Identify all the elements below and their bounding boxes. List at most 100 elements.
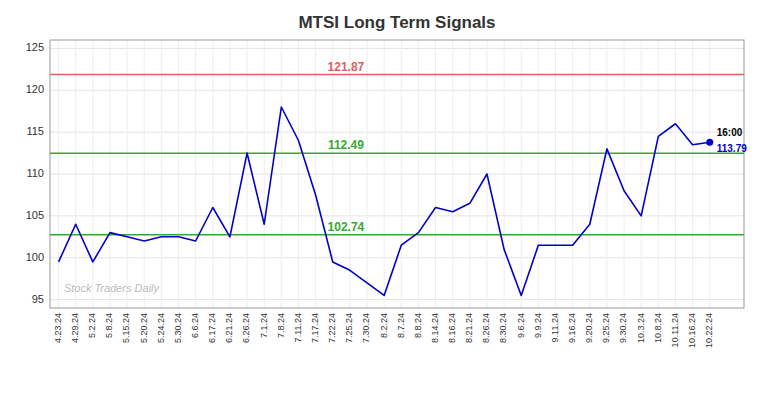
grid-line bbox=[127, 40, 128, 308]
x-tick-label: 7.17.24 bbox=[310, 313, 320, 343]
level-line bbox=[50, 234, 744, 236]
x-tick-label: 5.8.24 bbox=[104, 313, 114, 338]
grid-line bbox=[50, 90, 744, 91]
grid-line bbox=[572, 40, 573, 308]
grid-line bbox=[675, 40, 676, 308]
level-label: 121.87 bbox=[328, 60, 365, 74]
grid-line bbox=[538, 40, 539, 308]
x-tick-label: 7.30.24 bbox=[361, 313, 371, 343]
x-tick-label: 7.1.24 bbox=[259, 313, 269, 338]
x-tick-label: 6.26.24 bbox=[241, 313, 251, 343]
grid-line bbox=[401, 40, 402, 308]
y-tick-label: 95 bbox=[32, 293, 44, 305]
level-label: 102.74 bbox=[328, 220, 365, 234]
grid-line bbox=[624, 40, 625, 308]
x-tick-label: 7.11.24 bbox=[293, 313, 303, 342]
x-tick-label: 6.21.24 bbox=[224, 313, 234, 343]
x-tick-label: 9.16.24 bbox=[567, 313, 577, 343]
grid-line bbox=[50, 48, 744, 49]
x-tick-label: 8.14.24 bbox=[430, 313, 440, 343]
x-tick-label: 10.11.24 bbox=[670, 313, 680, 347]
grid-line bbox=[50, 299, 744, 300]
grid-line bbox=[247, 40, 248, 308]
x-tick-label: 8.26.24 bbox=[481, 313, 491, 343]
plot-frame bbox=[50, 40, 744, 308]
x-tick-label: 8.7.24 bbox=[396, 313, 406, 338]
level-line bbox=[50, 152, 744, 154]
y-tick-label: 100 bbox=[26, 251, 44, 263]
x-tick-label: 4.29.24 bbox=[70, 313, 80, 343]
x-tick-label: 9.30.24 bbox=[618, 313, 628, 343]
grid-line bbox=[641, 40, 642, 308]
x-tick-label: 8.16.24 bbox=[447, 313, 457, 343]
grid-line bbox=[144, 40, 145, 308]
grid-line bbox=[435, 40, 436, 308]
grid-line bbox=[504, 40, 505, 308]
x-tick-label: 7.25.24 bbox=[344, 313, 354, 343]
grid-line bbox=[298, 40, 299, 308]
annotations: 121.87112.49102.7416:00113.79 bbox=[328, 60, 748, 234]
y-tick-label: 120 bbox=[26, 83, 44, 95]
x-tick-label: 10.3.24 bbox=[636, 313, 646, 343]
grid-line bbox=[50, 174, 744, 175]
x-tick-label: 4.23.24 bbox=[53, 313, 63, 343]
x-tick-label: 9.6.24 bbox=[516, 313, 526, 338]
y-tick-label: 110 bbox=[26, 167, 44, 179]
x-tick-label: 10.16.24 bbox=[687, 313, 697, 348]
end-value: 113.79 bbox=[717, 143, 747, 154]
grid-line bbox=[195, 40, 196, 308]
grid-line bbox=[367, 40, 368, 308]
grid-line bbox=[658, 40, 659, 308]
grid-line bbox=[315, 40, 316, 308]
grid-line bbox=[264, 40, 265, 308]
x-tick-label: 5.24.24 bbox=[156, 313, 166, 343]
grid-line bbox=[109, 40, 110, 308]
x-tick-label: 8.8.24 bbox=[413, 313, 423, 338]
grid-line bbox=[178, 40, 179, 308]
grid-line bbox=[418, 40, 419, 308]
grid-line bbox=[606, 40, 607, 308]
x-tick-label: 9.11.24 bbox=[550, 313, 560, 342]
x-tick-label: 8.30.24 bbox=[498, 313, 508, 343]
x-tick-label: 7.8.24 bbox=[276, 313, 286, 338]
chart: Stock Traders Daily 95 100 105 110 115 120 125 4… bbox=[0, 0, 784, 398]
x-tick-label: 8.2.24 bbox=[379, 313, 389, 338]
grid-line bbox=[50, 132, 744, 133]
price-line bbox=[59, 107, 710, 295]
grid-line bbox=[75, 40, 76, 308]
plot-marks bbox=[50, 75, 744, 296]
watermark: Stock Traders Daily bbox=[64, 282, 161, 294]
grid-line bbox=[469, 40, 470, 308]
grid-line bbox=[555, 40, 556, 308]
x-tick-label: 9.25.24 bbox=[601, 313, 611, 343]
grid-line bbox=[212, 40, 213, 308]
x-tick-label: 8.21.24 bbox=[464, 313, 474, 343]
grid-line bbox=[92, 40, 93, 308]
grid-line bbox=[229, 40, 230, 308]
grid-line bbox=[58, 40, 59, 308]
y-tick-label: 105 bbox=[26, 209, 44, 221]
y-tick-label: 125 bbox=[26, 41, 44, 53]
x-tick-label: 5.2.24 bbox=[87, 313, 97, 338]
x-tick-label: 5.20.24 bbox=[139, 313, 149, 343]
y-tick-label: 115 bbox=[26, 125, 44, 137]
title: MTSI Long Term Signals bbox=[298, 13, 495, 32]
last-point bbox=[706, 139, 713, 146]
x-tick-label: 9.20.24 bbox=[584, 313, 594, 343]
grid-line bbox=[692, 40, 693, 308]
grid-line bbox=[281, 40, 282, 308]
x-tick-label: 10.8.24 bbox=[653, 313, 663, 343]
grid-line bbox=[161, 40, 162, 308]
grid-line bbox=[50, 215, 744, 216]
grid-line bbox=[709, 40, 710, 308]
grid-line bbox=[452, 40, 453, 308]
x-tick-label: 10.22.24 bbox=[704, 313, 714, 348]
x-tick-label: 9.9.24 bbox=[533, 313, 543, 338]
grid-line bbox=[332, 40, 333, 308]
grid-line bbox=[521, 40, 522, 308]
grid-line bbox=[384, 40, 385, 308]
x-tick-label: 7.22.24 bbox=[327, 313, 337, 343]
x-axis: 4.23.244.29.245.2.245.8.245.15.245.20.24… bbox=[53, 313, 714, 348]
level-label: 112.49 bbox=[328, 138, 364, 152]
y-axis: 95 100 105 110 115 120 125 bbox=[26, 41, 44, 304]
